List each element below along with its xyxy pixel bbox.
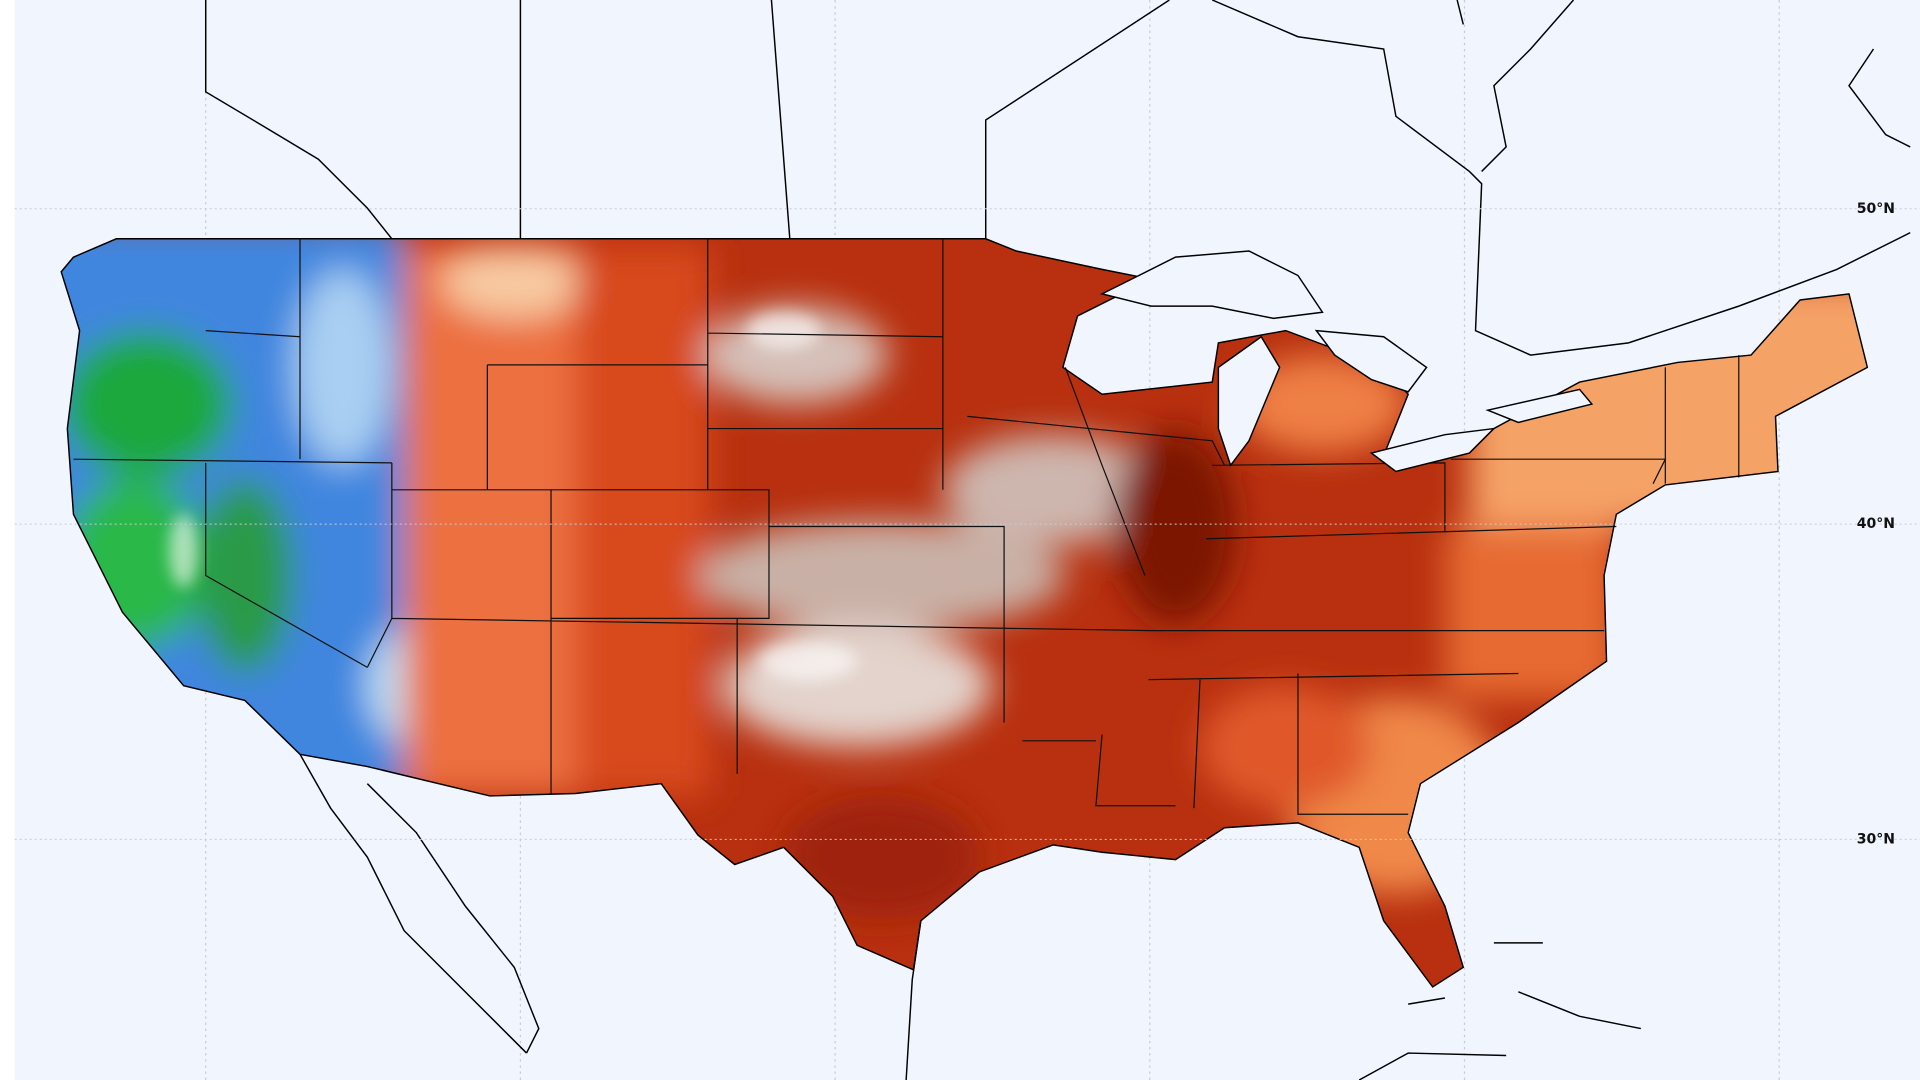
latitude-label: 30°N bbox=[1857, 831, 1895, 847]
latitude-label: 50°N bbox=[1857, 201, 1895, 217]
latitude-label: 40°N bbox=[1857, 516, 1895, 532]
coastlines bbox=[60, 0, 1911, 1080]
state-borders bbox=[73, 238, 1740, 815]
